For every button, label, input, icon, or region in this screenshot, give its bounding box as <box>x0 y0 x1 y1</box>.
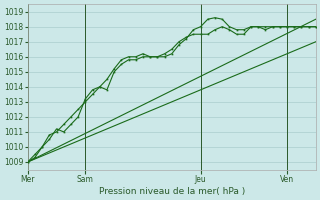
X-axis label: Pression niveau de la mer( hPa ): Pression niveau de la mer( hPa ) <box>99 187 245 196</box>
